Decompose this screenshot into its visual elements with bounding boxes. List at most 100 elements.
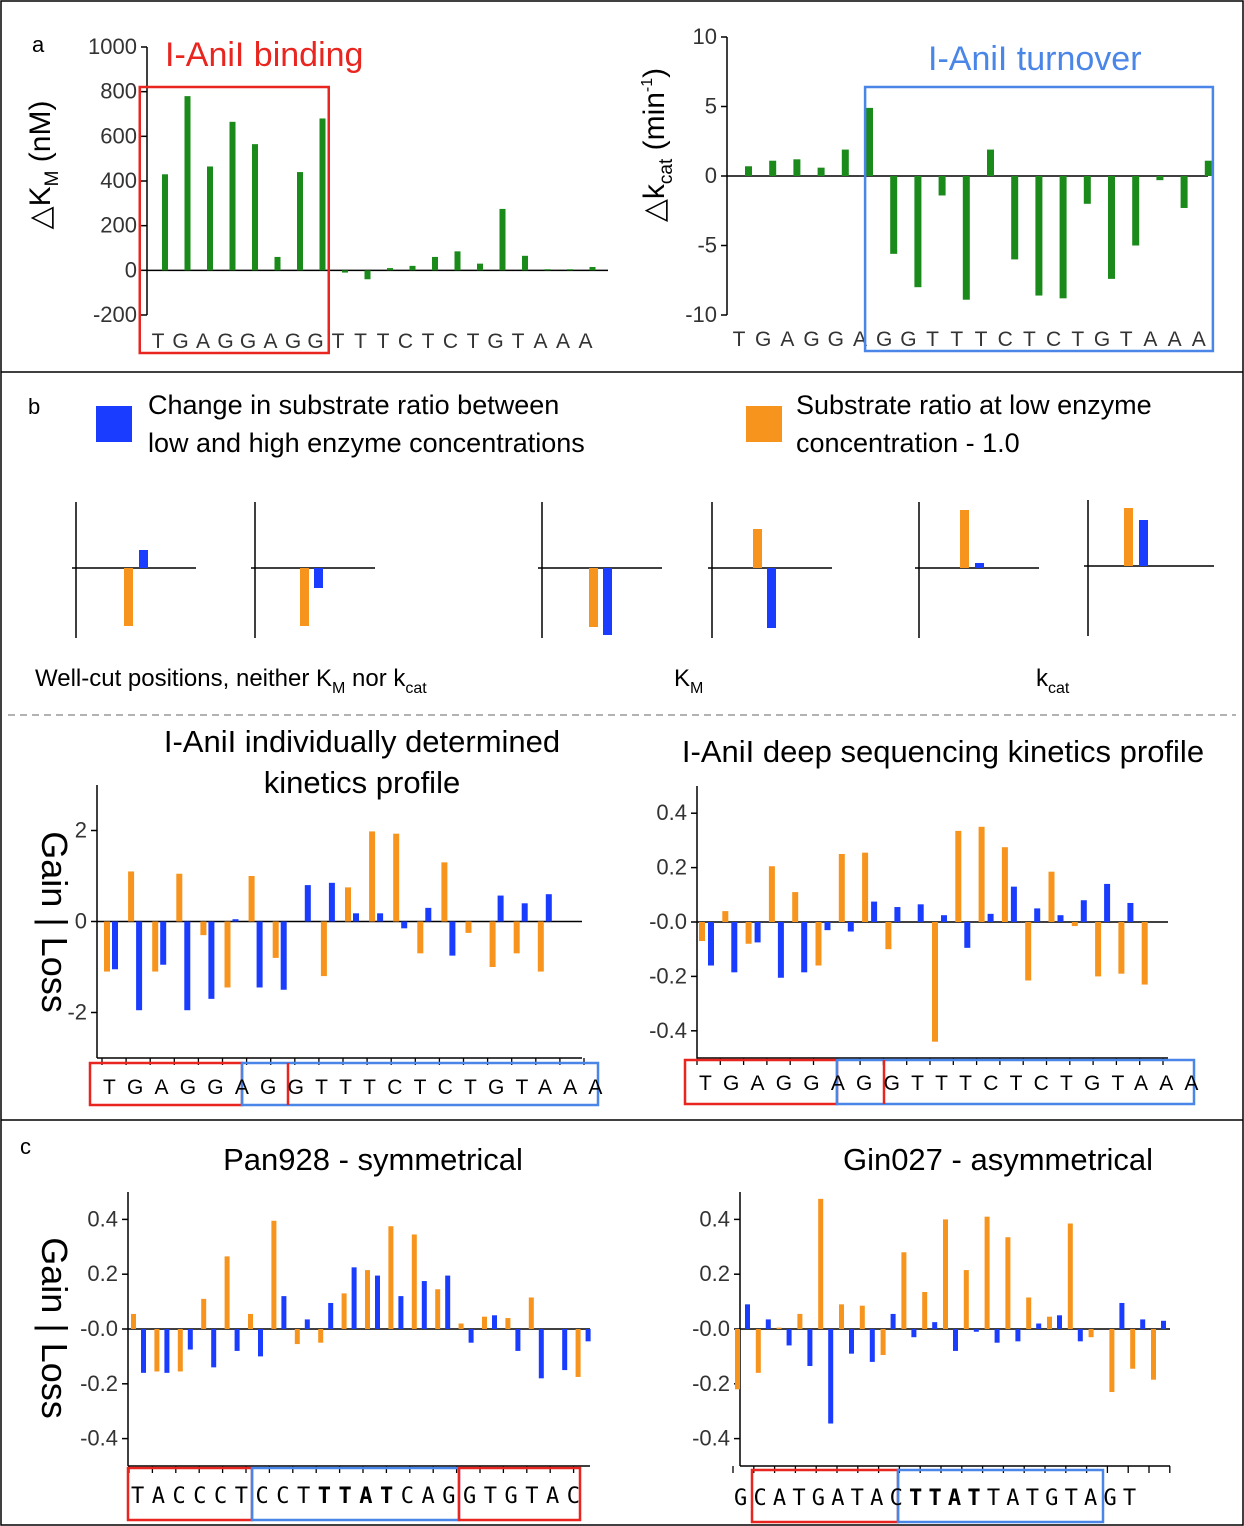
blue-bar <box>521 903 528 922</box>
chart-b-individual: -2 0 2 <box>67 785 585 1065</box>
chart-a-right-ylabel: △kcat (min-1) <box>638 68 677 222</box>
y-tick-label: 0 <box>125 257 137 282</box>
bar <box>1156 176 1164 181</box>
chart-c-gin027-title: Gin027 - asymmetrical <box>843 1142 1153 1177</box>
orange-bar <box>318 1329 324 1343</box>
blue-bar <box>1104 883 1111 922</box>
orange-bar <box>745 922 752 944</box>
bar <box>1180 176 1188 208</box>
blue-bar <box>136 921 143 1011</box>
chart-a-left-title: I-AniI binding <box>165 36 363 74</box>
orange-bar <box>1088 1329 1094 1338</box>
bar <box>1035 176 1043 296</box>
x-tick-label: A <box>263 330 277 353</box>
bar <box>962 176 970 300</box>
y-tick-label: 5 <box>705 94 717 119</box>
orange-bar <box>1151 1329 1156 1380</box>
schematic-bar-orange <box>300 568 309 626</box>
orange-bar <box>1095 922 1102 977</box>
orange-bar <box>152 921 159 972</box>
gain-loss-label-c: Gain | Loss <box>34 1237 75 1418</box>
orange-bar <box>176 873 183 922</box>
bar <box>207 166 213 271</box>
orange-bar <box>1047 1316 1052 1329</box>
y-tick-label: 0 <box>705 163 717 188</box>
bar <box>890 176 898 254</box>
orange-bar <box>943 1219 948 1329</box>
blue-bar <box>425 907 432 922</box>
blue-bar <box>917 904 924 922</box>
blue-bar <box>871 901 878 922</box>
orange-bar <box>341 1293 347 1329</box>
blue-bar <box>353 913 359 922</box>
bar <box>1132 176 1140 246</box>
bar <box>841 149 849 176</box>
x-tick-label: A <box>533 330 547 353</box>
blue-bar <box>1057 915 1064 922</box>
chart-b-deep-title: I-AniI deep sequencing kinetics profile <box>682 734 1204 769</box>
orange-bar <box>699 922 705 942</box>
bar <box>364 270 371 280</box>
blue-bar <box>1034 908 1041 922</box>
orange-bar <box>839 1304 844 1329</box>
orange-bar <box>815 922 822 966</box>
blue-bar <box>497 895 504 922</box>
orange-bar <box>441 862 448 922</box>
blue-bar <box>994 1329 1000 1343</box>
orange-bar <box>154 1329 160 1372</box>
blue-bar <box>328 1302 334 1329</box>
orange-bar <box>1025 922 1032 981</box>
blue-bar <box>869 1329 875 1362</box>
bar <box>387 268 393 271</box>
orange-bar <box>932 922 938 1042</box>
x-tick-label: A <box>578 330 592 353</box>
blue-bar <box>890 1313 896 1329</box>
highlight-box <box>863 85 1215 353</box>
bar <box>252 144 258 271</box>
bar <box>1011 176 1019 260</box>
orange-bar <box>271 1220 277 1329</box>
y-tick-label: 600 <box>100 123 137 148</box>
bar <box>274 256 281 271</box>
seq-box-red <box>457 1466 582 1522</box>
orange-bar <box>224 1256 230 1329</box>
x-tick-label: G <box>1094 328 1110 351</box>
blue-bar <box>807 1329 813 1366</box>
blue-bar <box>973 1329 979 1332</box>
orange-bar <box>537 921 544 972</box>
orange-bar <box>1067 1223 1073 1329</box>
orange-bar <box>978 826 985 922</box>
schematic-km-1 <box>538 502 662 638</box>
chart-a-left-ylabel: △KM (nM) <box>24 101 63 230</box>
blue-bar <box>538 1329 544 1379</box>
orange-bar <box>201 1298 207 1329</box>
orange-bar <box>776 1327 782 1329</box>
orange-bar <box>200 921 207 936</box>
blue-bar <box>1015 1329 1021 1342</box>
x-tick-label: A <box>853 328 867 351</box>
orange-bar <box>248 1313 253 1329</box>
orange-bar <box>862 852 869 922</box>
bar <box>1204 160 1212 176</box>
x-tick-label: G <box>217 330 233 353</box>
blue-bar <box>801 922 808 973</box>
blue-bar <box>421 1281 427 1329</box>
blue-bar <box>1010 886 1017 922</box>
schematic-bar-orange <box>1124 508 1133 566</box>
orange-bar <box>345 887 351 922</box>
x-tick-label: A <box>1143 328 1157 351</box>
orange-bar <box>248 876 255 922</box>
y-tick-label: 1000 <box>88 34 137 59</box>
y-tick-label: 10 <box>693 24 717 49</box>
seq-label-b-deep: TGAGGAGGTTTCTCTGTAAA <box>699 1072 1210 1095</box>
blue-bar <box>468 1329 474 1343</box>
blue-bar <box>1119 1302 1125 1329</box>
y-tick-label: -10 <box>685 302 717 327</box>
blue-bar <box>911 1329 917 1338</box>
schematic-bar-blue <box>767 568 776 628</box>
gain-loss-label-b: Gain | Loss <box>34 831 75 1012</box>
seq-label-c-pan928: TACCCTCCTTTATCAGGTGTAC <box>131 1484 587 1509</box>
y-tick-label: 0.2 <box>87 1261 118 1286</box>
x-tick-label: A <box>780 328 794 351</box>
